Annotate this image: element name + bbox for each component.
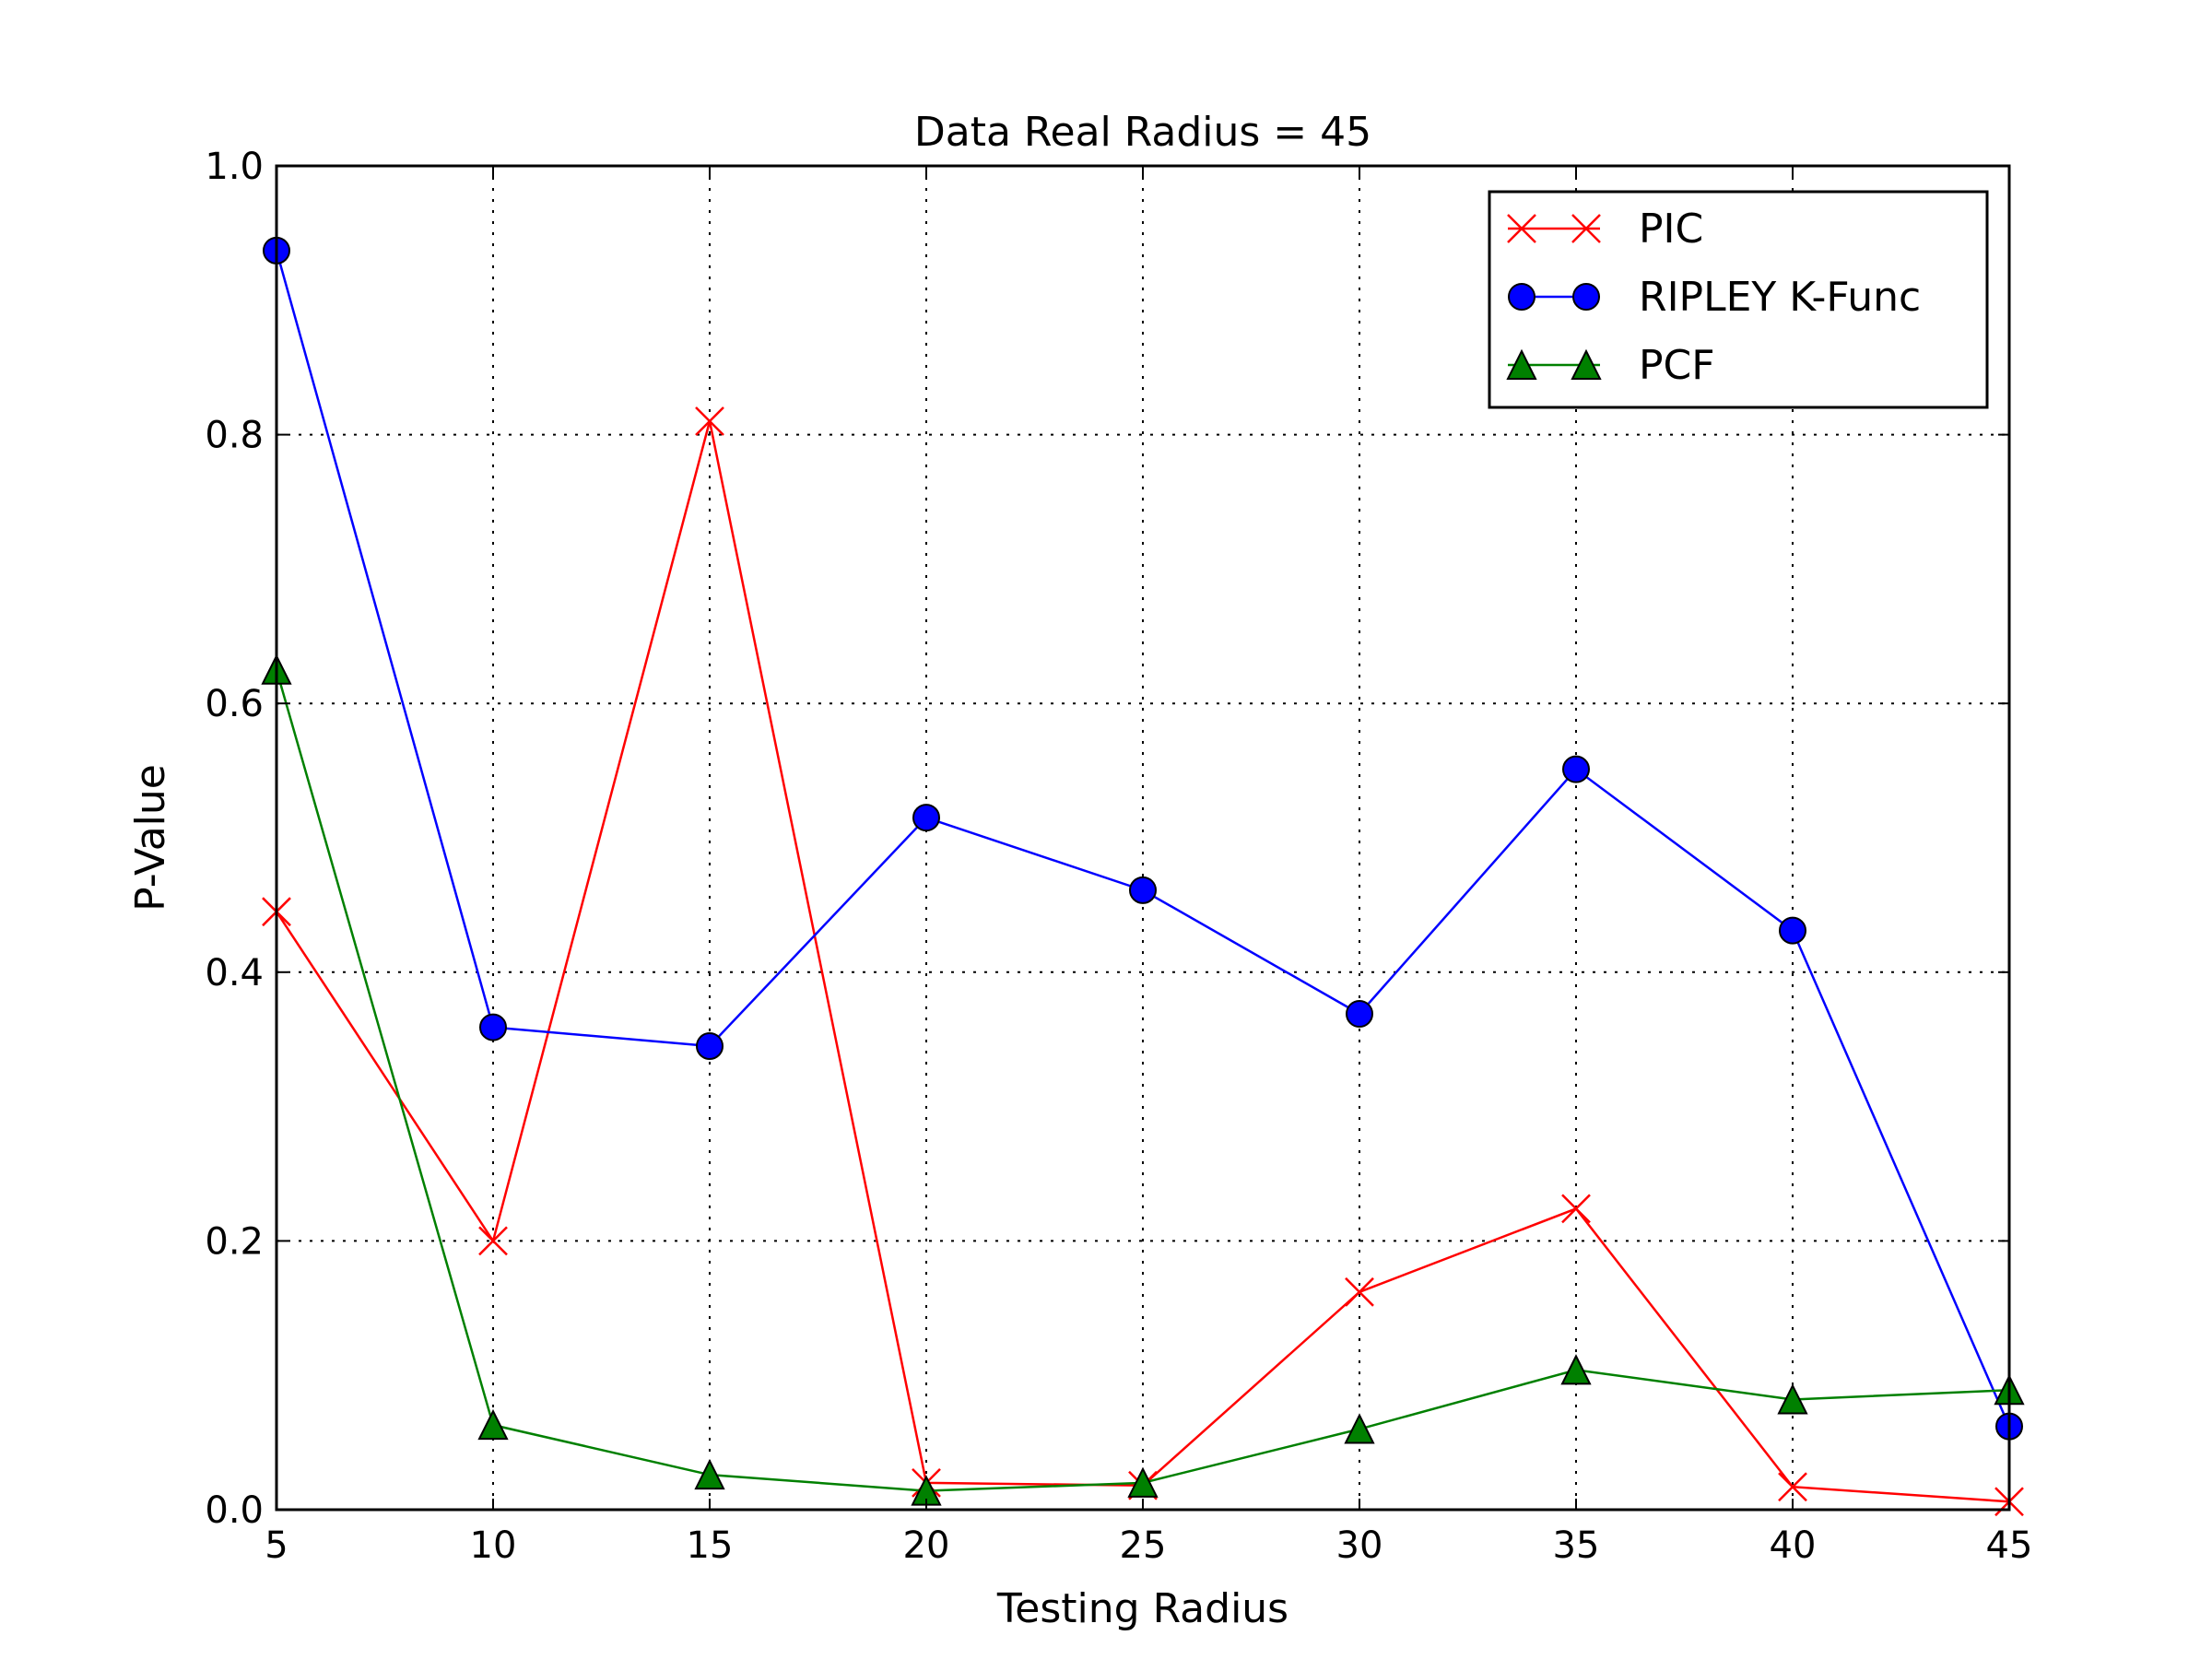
x-tick-label: 10: [470, 1524, 517, 1567]
data-point-pic: [695, 406, 724, 436]
data-point-ripley-k-func: [1346, 999, 1373, 1028]
x-tick-label: 20: [903, 1524, 950, 1567]
y-tick-label: 1.0: [205, 146, 264, 188]
legend-marker: [1571, 348, 1602, 380]
data-point-ripley-k-func: [912, 804, 940, 832]
chart-title: Data Real Radius = 45: [914, 109, 1371, 156]
data-point-ripley-k-func: [479, 1013, 507, 1041]
data-point-ripley-k-func: [1779, 916, 1806, 945]
legend-marker: [1507, 214, 1536, 243]
data-point-pcf: [477, 1408, 509, 1441]
data-point-pic: [1345, 1277, 1374, 1307]
ticks: 5 10 15 20 25 30 35 40 45 0.0 0.2 0.4 0.6 0.8 1.0: [205, 146, 2032, 1567]
legend-label: PCF: [1639, 342, 1715, 389]
y-tick-label: 0.4: [205, 952, 264, 994]
x-tick-label: 15: [687, 1524, 734, 1567]
x-tick-label: 40: [1770, 1524, 1817, 1567]
data-point-pic: [478, 1226, 508, 1256]
data-point-ripley-k-func: [696, 1031, 724, 1060]
x-axis-title: Testing Radius: [996, 1585, 1288, 1632]
legend-marker: [1571, 214, 1601, 243]
series-ripley-k-func: [263, 236, 2023, 1441]
x-tick-label: 30: [1336, 1524, 1383, 1567]
legend-label: PIC: [1639, 206, 1703, 253]
data-point-pcf: [1127, 1466, 1159, 1498]
y-tick-label: 0.6: [205, 683, 264, 725]
data-point-pcf: [1777, 1383, 1808, 1415]
x-tick-label: 35: [1553, 1524, 1600, 1567]
x-tick-label: 5: [265, 1524, 288, 1567]
legend-item-pic: PIC: [1507, 206, 1703, 253]
y-tick-label: 0.8: [205, 415, 264, 457]
data-point-ripley-k-func: [1562, 755, 1590, 783]
data-point-pic: [1561, 1194, 1591, 1224]
data-point-pcf: [694, 1458, 725, 1490]
legend-marker: [1572, 283, 1600, 311]
legend-label: RIPLEY K-Func: [1639, 274, 1921, 321]
data-point-pcf: [1344, 1413, 1375, 1444]
y-axis-title: P-Value: [127, 764, 174, 912]
grid: [276, 166, 2009, 1510]
y-tick-label: 0.2: [205, 1220, 264, 1263]
legend-item-pcf: PCF: [1506, 342, 1715, 389]
legend-marker: [1508, 283, 1535, 311]
data-point-pcf: [1560, 1354, 1592, 1385]
x-tick-label: 45: [1986, 1524, 2033, 1567]
x-tick-label: 25: [1120, 1524, 1167, 1567]
legend-item-ripley-k-func: RIPLEY K-Func: [1508, 274, 1921, 321]
legend: PIC RIPLEY K-Func PCF: [1488, 190, 1989, 409]
data-point-ripley-k-func: [1129, 876, 1157, 904]
legend-marker: [1506, 348, 1537, 380]
data-point-pic: [1778, 1472, 1807, 1502]
y-tick-label: 0.0: [205, 1489, 264, 1532]
